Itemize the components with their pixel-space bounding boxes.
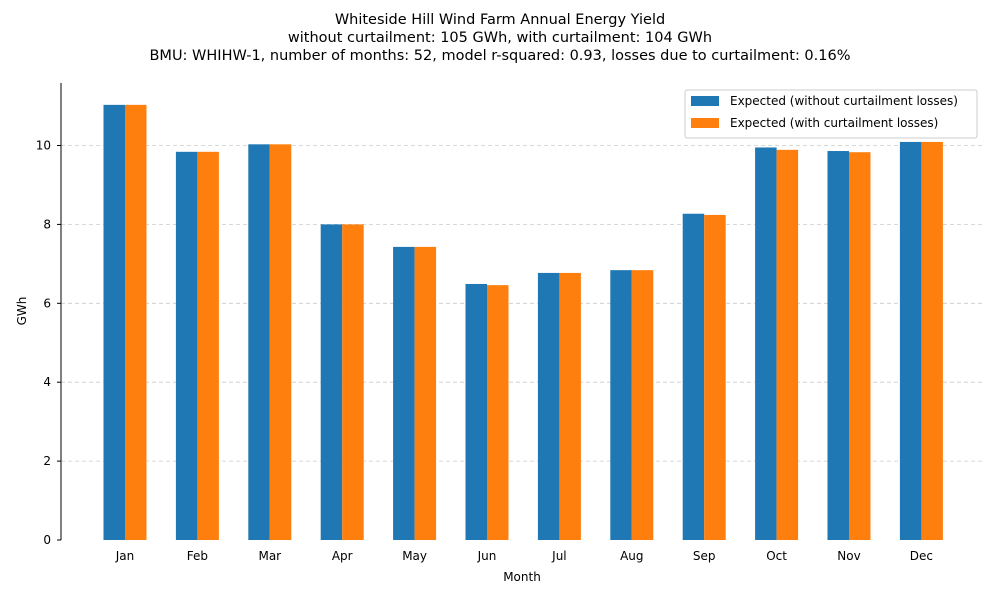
- bar-with-curtailment: [921, 141, 943, 540]
- bar-without-curtailment: [682, 213, 705, 540]
- y-axis-label: GWh: [15, 297, 29, 326]
- x-tick-label: Apr: [332, 549, 353, 563]
- y-tick-label: 2: [43, 454, 51, 468]
- x-axis-label: Month: [503, 570, 541, 584]
- x-tick-label: Dec: [910, 549, 933, 563]
- x-tick-label: Feb: [187, 549, 208, 563]
- x-tick-label: Nov: [837, 549, 860, 563]
- legend-swatch-with-curtailment: [691, 118, 719, 128]
- chart-title-line-1: Whiteside Hill Wind Farm Annual Energy Y…: [335, 12, 665, 28]
- bar-without-curtailment: [465, 283, 487, 540]
- bar-with-curtailment: [776, 149, 799, 541]
- bar-without-curtailment: [610, 270, 632, 540]
- bar-without-curtailment: [755, 147, 777, 540]
- bar-with-curtailment: [849, 152, 871, 541]
- bar-with-curtailment: [631, 270, 654, 540]
- x-tick-label: Aug: [620, 549, 643, 563]
- y-tick-label: 0: [43, 533, 51, 547]
- bars: [103, 104, 943, 541]
- bar-without-curtailment: [393, 246, 415, 540]
- bar-with-curtailment: [197, 151, 219, 540]
- y-tick-label: 6: [43, 296, 51, 310]
- y-tick-label: 4: [43, 375, 51, 389]
- x-tick-label: Sep: [693, 549, 716, 563]
- bar-without-curtailment: [899, 141, 922, 540]
- bar-with-curtailment: [704, 214, 726, 540]
- bar-without-curtailment: [320, 224, 343, 540]
- x-tick-label: Oct: [766, 549, 787, 563]
- legend-label-with-curtailment: Expected (with curtailment losses): [730, 116, 938, 130]
- chart-title-line-3: BMU: WHIHW-1, number of months: 52, mode…: [149, 48, 850, 64]
- x-tick-label: Jan: [115, 549, 135, 563]
- bar-without-curtailment: [537, 272, 560, 540]
- bar-with-curtailment: [414, 246, 437, 540]
- x-tick-label: Jul: [551, 549, 566, 563]
- y-tick-label: 8: [43, 217, 51, 231]
- legend-frame: [684, 89, 978, 139]
- y-tick-label: 10: [36, 139, 51, 153]
- legend-swatch-without-curtailment: [691, 96, 719, 106]
- bar-with-curtailment: [559, 272, 581, 540]
- x-tick-label: May: [402, 549, 427, 563]
- y-axis-ticks: 0 2 4 6 8 10: [36, 139, 61, 547]
- bar-without-curtailment: [248, 144, 270, 540]
- bar-with-curtailment: [487, 285, 509, 540]
- legend: Expected (without curtailment losses) Ex…: [684, 89, 978, 139]
- bar-with-curtailment: [269, 144, 292, 540]
- bar-without-curtailment: [175, 151, 198, 540]
- legend-label-without-curtailment: Expected (without curtailment losses): [730, 94, 958, 108]
- bar-without-curtailment: [103, 104, 125, 540]
- bar-without-curtailment: [827, 151, 849, 540]
- x-tick-label: Jun: [477, 549, 497, 563]
- chart-title: Whiteside Hill Wind Farm Annual Energy Y…: [149, 12, 850, 64]
- chart-title-line-2: without curtailment: 105 GWh, with curta…: [288, 30, 712, 46]
- x-axis-ticks: Jan Feb Mar Apr May Jun Jul Aug Sep Oct Nov Dec: [115, 549, 933, 563]
- bar-with-curtailment: [125, 104, 147, 540]
- bar-with-curtailment: [342, 224, 364, 540]
- x-tick-label: Mar: [258, 549, 281, 563]
